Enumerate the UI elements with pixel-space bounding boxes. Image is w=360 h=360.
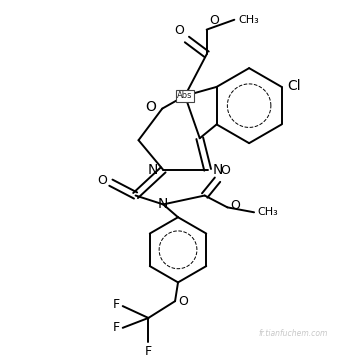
Text: CH₃: CH₃ [238, 15, 259, 25]
Text: Abs: Abs [177, 91, 193, 100]
Text: O: O [145, 100, 156, 114]
Text: O: O [178, 295, 188, 308]
Text: O: O [174, 23, 184, 36]
Text: N: N [213, 163, 223, 177]
Text: N: N [158, 197, 168, 211]
Text: O: O [220, 164, 230, 177]
Text: O: O [97, 174, 107, 187]
Text: fr.tianfuchem.com: fr.tianfuchem.com [259, 329, 328, 338]
Text: O: O [230, 199, 240, 212]
Text: N: N [148, 163, 158, 177]
Text: F: F [113, 298, 120, 311]
Text: Cl: Cl [288, 79, 301, 93]
Text: CH₃: CH₃ [257, 207, 278, 217]
Text: O: O [210, 14, 220, 27]
Text: F: F [113, 321, 120, 334]
Text: F: F [145, 345, 152, 357]
